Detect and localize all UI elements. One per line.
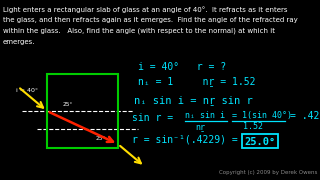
Text: nᵢ = 1     nṟ = 1.52: nᵢ = 1 nṟ = 1.52 bbox=[138, 76, 255, 86]
Text: i = 40°   r = ?: i = 40° r = ? bbox=[138, 62, 226, 72]
Text: 25°: 25° bbox=[96, 136, 107, 141]
Text: nᵢ sin i: nᵢ sin i bbox=[185, 111, 225, 120]
Text: the glass, and then refracts again as it emerges.  Find the angle of the refract: the glass, and then refracts again as it… bbox=[3, 17, 298, 23]
Text: nᵢ sin i = nṟ sin r: nᵢ sin i = nṟ sin r bbox=[134, 95, 253, 105]
Text: Light enters a rectangular slab of glass at an angle of 40°.  It refracts as it : Light enters a rectangular slab of glass… bbox=[3, 6, 287, 13]
Text: r = sin⁻¹(.4229) =: r = sin⁻¹(.4229) = bbox=[132, 135, 244, 145]
Text: sin r =: sin r = bbox=[132, 113, 179, 123]
Bar bbox=[47, 74, 118, 148]
Text: emerges.: emerges. bbox=[3, 39, 36, 45]
Text: 25.0°: 25.0° bbox=[244, 137, 276, 147]
Text: i = 40°: i = 40° bbox=[16, 89, 38, 93]
Text: = .4229: = .4229 bbox=[290, 111, 320, 121]
Text: within the glass.   Also, find the angle (with respect to the normal) at which i: within the glass. Also, find the angle (… bbox=[3, 28, 275, 35]
Text: 25°: 25° bbox=[63, 102, 74, 107]
Text: 1.52: 1.52 bbox=[243, 122, 263, 131]
Text: Copyright (c) 2009 by Derek Owens: Copyright (c) 2009 by Derek Owens bbox=[219, 170, 317, 175]
Text: nṟ: nṟ bbox=[195, 122, 205, 131]
Text: = 1(sin 40°): = 1(sin 40°) bbox=[232, 111, 292, 120]
Bar bbox=[242, 134, 278, 148]
